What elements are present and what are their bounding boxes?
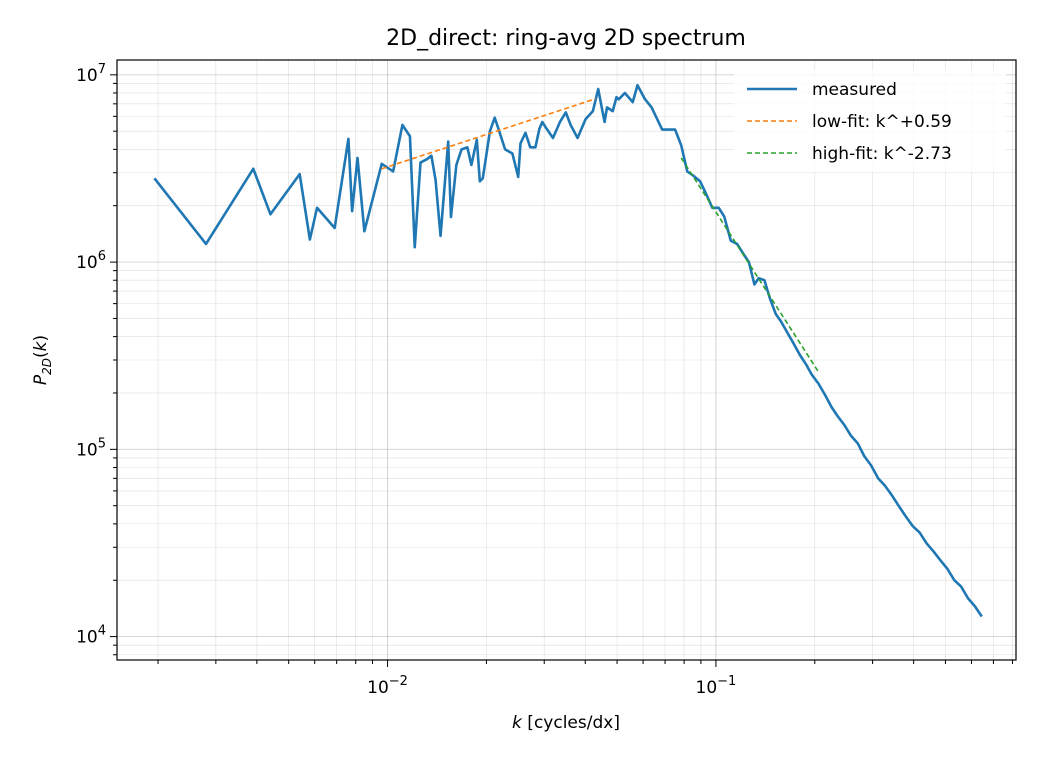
x-axis-label-unit: [cycles/dx] (522, 713, 620, 733)
chart-title: 2D_direct: ring-avg 2D spectrum (386, 26, 746, 51)
x-axis-label: k [cycles/dx] (512, 713, 620, 733)
legend-label-low-fit: low-fit: k^+0.59 (812, 112, 952, 132)
legend: measured low-fit: k^+0.59 high-fit: k^-2… (734, 70, 1006, 172)
legend-label-high-fit: high-fit: k^-2.73 (812, 144, 952, 164)
legend-label-measured: measured (812, 80, 897, 100)
